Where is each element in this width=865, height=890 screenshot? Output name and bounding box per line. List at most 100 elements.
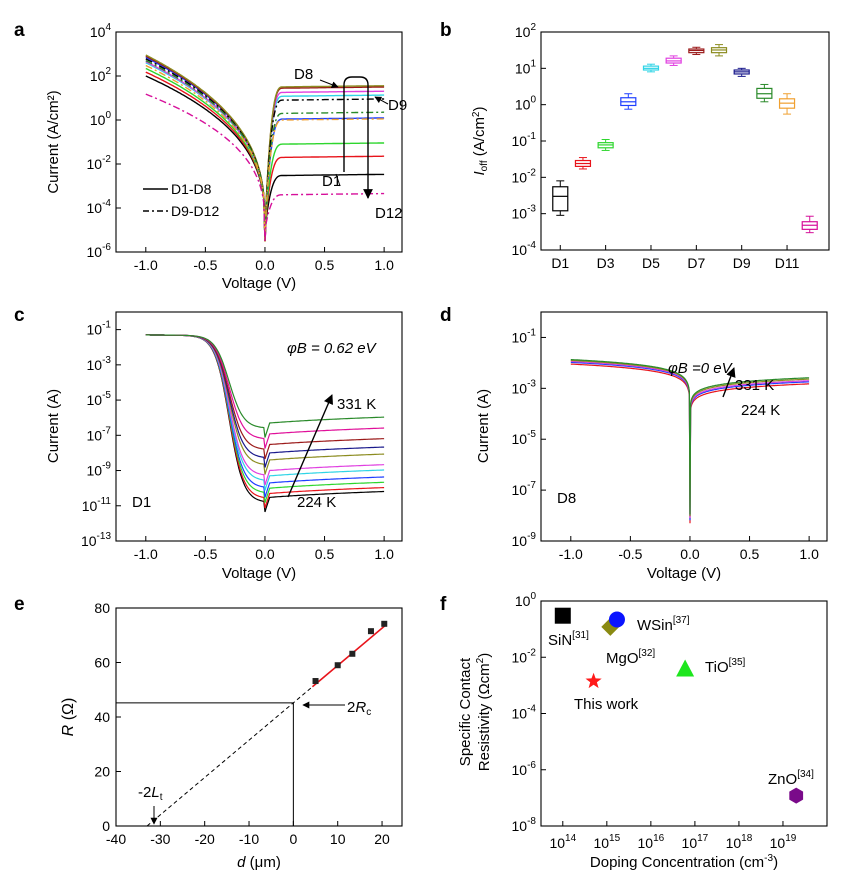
panel-b-x-tick-label: D1 — [551, 255, 569, 271]
panel-a-d8-pointer — [319, 79, 339, 88]
panel-a-y-tick-label: 10-4 — [87, 198, 112, 216]
panel-b-y-tick-label: 102 — [515, 22, 537, 40]
panel-f-y-axis-label: Specific Contact — [457, 657, 474, 766]
panel-f-chart: SiN[31] MgO[32] WSin[37] TiO[35] ZnO[34] This… — [457, 591, 828, 871]
panel-b-y-tick-label: 10-3 — [512, 204, 537, 222]
panel-a-x-tick-label: 1.0 — [374, 257, 394, 273]
panel-b-x-tick-label: D3 — [597, 255, 615, 271]
panel-f-label-this-work: This work — [574, 696, 639, 713]
panel-e-x-tick-label: 10 — [330, 831, 346, 847]
panel-letter-c: c — [14, 305, 25, 326]
panel-c-y-tick-label: 10-3 — [87, 355, 112, 373]
panel-a-x-tick-label: -0.5 — [193, 257, 217, 273]
panel-f-x-tick-label: 1019 — [770, 833, 797, 851]
panel-f-y-tick-label: 10-8 — [512, 816, 537, 834]
panel-letter-b: b — [440, 20, 452, 41]
panel-letter-a: a — [14, 20, 25, 41]
panel-e-x-axis-label: d (μm) — [237, 854, 281, 871]
panel-b-y-tick-label: 100 — [515, 95, 537, 113]
panel-b-box-D12 — [801, 215, 818, 234]
panel-a-y-tick-label: 102 — [90, 66, 112, 84]
panel-a-bracket — [343, 76, 373, 199]
panel-b-x-tick-label: D9 — [733, 255, 751, 271]
panel-b-y-tick-label: 10-4 — [512, 240, 537, 258]
panel-e-x-tick-label: 0 — [289, 831, 297, 847]
panel-a-d9-pointer — [374, 96, 389, 105]
panel-d-x-tick-label: 0.0 — [680, 546, 700, 562]
panel-a-d1-pointer — [335, 173, 341, 187]
panel-a-legend-solid-label: D1-D8 — [171, 181, 212, 197]
panel-a-y-axis-label: Current (A/cm²) — [45, 90, 62, 193]
panel-d-curve — [570, 360, 810, 519]
panel-e-y-tick-label: 40 — [94, 709, 110, 725]
panel-c-y-tick-label: 10-5 — [87, 390, 112, 408]
panel-c-temp-low: 224 K — [297, 494, 336, 511]
panel-a-annotation-d8: D8 — [294, 66, 313, 83]
panel-b-y-tick-label: 101 — [515, 58, 537, 76]
panel-e-x-tick-label: -30 — [150, 831, 170, 847]
panel-d-y-tick-label: 10-5 — [512, 429, 537, 447]
panel-e-data-point — [334, 662, 341, 669]
panel-a-series-D10 — [145, 59, 385, 242]
panel-e-lt-annotation: -2Lt — [138, 784, 163, 803]
panel-e-y-tick-label: 0 — [102, 818, 110, 834]
panel-e-y-tick-label: 60 — [94, 655, 110, 671]
panel-a-chart: -1.0 -0.5 0.0 0.5 1.0 104 102 100 10-2 10-4 10-6 V… — [45, 22, 407, 292]
panel-c-y-tick-label: 10-11 — [82, 496, 112, 514]
panel-d-temp-low: 224 K — [741, 402, 780, 419]
panel-f-label-wsin: WSin[37] — [637, 615, 690, 634]
panel-d-barrier-annotation: φB =0 eV — [668, 360, 734, 377]
panel-a-y-tick-label: 100 — [90, 110, 112, 128]
panel-f-x-tick-label: 1015 — [593, 833, 620, 851]
panel-d-x-tick-label: -1.0 — [559, 546, 583, 562]
panel-b-box-D5 — [642, 63, 660, 73]
panel-c-y-tick-label: 10-9 — [87, 461, 112, 479]
panel-e-data-point — [349, 650, 356, 657]
panel-c-frame — [115, 311, 403, 542]
panel-f-x-tick-label: 1017 — [682, 833, 709, 851]
panel-d-curve — [570, 363, 810, 524]
panel-f-x-axis-label: Doping Concentration (cm-3) — [590, 853, 778, 871]
panel-e-data-point — [312, 678, 319, 685]
panel-e-x-tick-label: -40 — [106, 831, 126, 847]
panel-d-device-label: D8 — [557, 490, 576, 507]
panel-a-annotation-d9: D9 — [388, 97, 407, 114]
panel-a-legend-dashdot-label: D9-D12 — [171, 203, 219, 219]
panel-f-marker-wsin — [608, 611, 625, 628]
panel-b-y-tick-label: 10-1 — [512, 131, 537, 149]
panel-c-temp-high: 331 K — [337, 396, 376, 413]
panel-f-y-tick-label: 10-4 — [512, 704, 537, 722]
panel-c-x-tick-label: 0.5 — [315, 546, 335, 562]
panel-e-y-tick-label: 80 — [94, 600, 110, 616]
panel-a-annotation-d12: D12 — [375, 205, 403, 222]
panel-b-box-D6 — [665, 55, 682, 66]
panel-f-label-tio: TiO[35] — [705, 657, 746, 676]
panel-letter-d: d — [440, 305, 452, 326]
panel-c-chart: -1.0 -0.5 0.0 0.5 1.0 10-1 10-3 10-5 10-7 10-9 10-… — [45, 311, 403, 582]
panel-a-x-tick-label: 0.0 — [255, 257, 275, 273]
panel-b-box-D10 — [756, 83, 773, 103]
panel-b-box-D11 — [778, 93, 796, 115]
panel-d-x-tick-label: -0.5 — [618, 546, 642, 562]
panel-c-x-tick-label: 0.0 — [255, 546, 275, 562]
panel-f-y-axis-label-2: Resistivity (Ωcm2) — [475, 653, 493, 771]
panel-b-box-D3 — [597, 138, 614, 151]
panel-f-y-tick-label: 100 — [515, 591, 537, 609]
panel-b-box-D9 — [733, 67, 750, 77]
panel-b-chart: 102 101 100 10-1 10-2 10-3 10-4 D1 D3 D5 D7 D9 D11 I… — [471, 22, 830, 271]
panel-e-y-axis-label: R (Ω) — [60, 698, 77, 737]
panel-b-box-D1 — [552, 180, 569, 216]
panel-d-y-tick-label: 10-3 — [512, 378, 537, 396]
panel-b-box-D8 — [710, 44, 728, 57]
panel-f-y-tick-label: 10-2 — [512, 647, 537, 665]
panel-d-y-tick-label: 10-1 — [512, 327, 537, 345]
panel-e-data-point — [367, 628, 374, 635]
panel-b-box-D2 — [574, 157, 592, 170]
panel-f-marker-this-work — [585, 672, 602, 689]
panel-f-label-sin: SiN[31] — [548, 630, 589, 649]
panel-e-extrapolation-line — [146, 683, 316, 827]
panel-d-temperature-arrow — [722, 367, 736, 398]
panel-f-marker-tio — [676, 659, 695, 677]
panel-a-series-D11 — [145, 64, 385, 242]
